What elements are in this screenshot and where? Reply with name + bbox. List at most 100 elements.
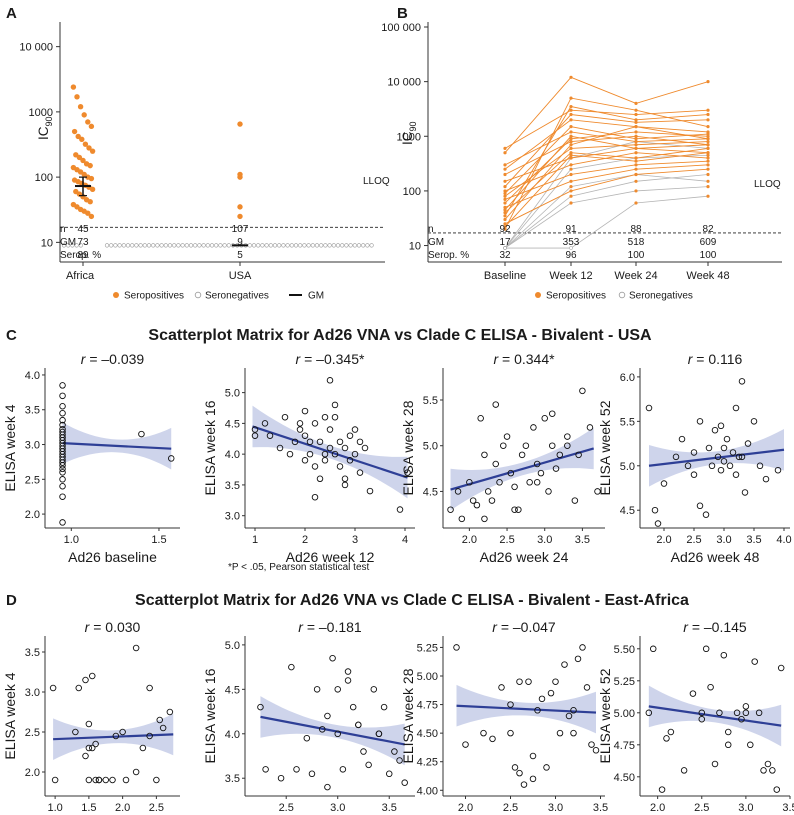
panel-b-ytick-label: 10 000 bbox=[387, 77, 421, 89]
panel-c-xlabel: Ad26 week 48 bbox=[671, 549, 760, 565]
panel-c-xtick-label: 3.5 bbox=[575, 534, 590, 546]
panel-b-table-n: 91 bbox=[565, 224, 577, 235]
panel-b-point bbox=[706, 139, 710, 144]
panel-b-point bbox=[706, 172, 710, 177]
panel-a-usa-neg-point bbox=[319, 243, 324, 248]
panel-a-usa-neg-point bbox=[176, 243, 181, 248]
panel-b-point bbox=[706, 156, 710, 160]
panel-c-point bbox=[351, 426, 359, 433]
panel-c-point bbox=[306, 450, 314, 458]
panel-d-point bbox=[649, 645, 657, 653]
panel-c-ytick-label: 2.5 bbox=[25, 474, 40, 486]
panel-b-point bbox=[569, 146, 573, 150]
panel-c-point bbox=[645, 404, 653, 412]
panel-d-point bbox=[552, 678, 559, 685]
panel-c-point bbox=[774, 466, 782, 474]
panel-d-xtick-label: 3.5 bbox=[782, 802, 794, 814]
panel-d-point bbox=[401, 779, 408, 786]
panel-b-xtick-label: Baseline bbox=[484, 270, 526, 282]
panel-a-legend-seropositives: Seropositives bbox=[124, 291, 184, 302]
panel-a-usa-neg-point bbox=[331, 243, 336, 248]
panel-d-point bbox=[565, 712, 573, 720]
panel-c-point bbox=[59, 465, 66, 473]
panel-b-point bbox=[503, 151, 507, 155]
panel-b-tag: B bbox=[397, 5, 408, 22]
panel-b-point bbox=[706, 108, 710, 112]
panel-c-plot-2: r = –0.345* 3.0 3.5 4.0 4.5 5.0 1 2 3 4 Ad26 week … bbox=[202, 351, 415, 565]
panel-d-point bbox=[538, 695, 546, 703]
panel-b-series-line bbox=[504, 131, 709, 166]
panel-c-ytick-label: 3.5 bbox=[225, 480, 240, 492]
panel-d-point bbox=[262, 766, 269, 773]
panel-a-usa-neg-point bbox=[222, 243, 227, 248]
panel-a-usa-point bbox=[237, 204, 243, 210]
panel-a-usa-n: 107 bbox=[232, 224, 249, 235]
panel-c-point bbox=[473, 501, 481, 509]
panel-b-table-gm: 17 bbox=[499, 237, 511, 248]
legend-seropositive-marker bbox=[113, 292, 119, 298]
panel-c-point bbox=[301, 407, 309, 415]
panel-c-point bbox=[59, 421, 66, 429]
panel-a-usa-point bbox=[237, 213, 243, 220]
panel-d-point bbox=[82, 752, 89, 760]
panel-d-ytick-label: 4.75 bbox=[417, 700, 438, 712]
panel-b-series-line bbox=[504, 97, 709, 230]
panel-d-point bbox=[293, 766, 300, 773]
panel-d-point bbox=[702, 645, 710, 653]
panel-b-point bbox=[569, 130, 573, 134]
panel-c-point bbox=[654, 520, 662, 527]
panel-c-point bbox=[678, 435, 686, 443]
panel-a-africa-n: 45 bbox=[77, 224, 89, 235]
panel-c-point bbox=[251, 426, 259, 433]
panel-d-point bbox=[132, 644, 140, 652]
panel-c-point bbox=[738, 453, 746, 461]
panel-a-usa-neg-point bbox=[146, 243, 152, 248]
panel-c-point bbox=[306, 438, 314, 446]
panel-c-ytick-label: 6.0 bbox=[620, 372, 635, 384]
panel-b-point bbox=[569, 184, 573, 189]
panel-d-point bbox=[738, 715, 745, 723]
panel-d-r-label: r = –0.047 bbox=[492, 619, 556, 635]
panel-c-plot-4: r = 0.116 4.5 5.0 5.5 6.0 2.0 2.5 3.0 3.5 4.0 Ad26… bbox=[597, 351, 792, 565]
panel-c-xtick-label: 3.5 bbox=[746, 534, 761, 546]
panel-a-usa-neg-point bbox=[306, 243, 311, 248]
panel-d-point bbox=[288, 663, 295, 671]
panel-d-point bbox=[349, 703, 357, 711]
panel-b-series-line bbox=[504, 119, 709, 170]
panel-c-point bbox=[447, 506, 454, 513]
panel-a-usa-neg-point bbox=[361, 243, 366, 248]
panel-c-ylabel: ELISA week 28 bbox=[400, 400, 416, 495]
panel-b-xtick-label: Week 48 bbox=[686, 270, 729, 282]
panel-d-plot-3: r = –0.047 4.00 4.25 4.50 4.75 5.00 5.25 2.0 2.5… bbox=[400, 619, 608, 814]
panel-a-africa-point bbox=[89, 148, 96, 154]
panel-d-point bbox=[49, 684, 57, 692]
panel-b: IC90 10 100 1000 10 000 100 000 Baseline Week … bbox=[381, 22, 782, 302]
panel-a-africa-point bbox=[88, 123, 95, 130]
panel-a-ytick-label: 10 000 bbox=[19, 42, 53, 54]
panel-c-point bbox=[336, 438, 344, 446]
panel-a-usa-neg-point bbox=[193, 243, 198, 248]
panel-d-point bbox=[95, 776, 103, 784]
panel-c-point bbox=[331, 401, 339, 409]
panel-b-point bbox=[569, 139, 573, 144]
panel-c-point bbox=[469, 497, 477, 504]
panel-c-point bbox=[281, 413, 289, 421]
panel-d-r-label: r = 0.030 bbox=[85, 619, 141, 635]
panel-b-point bbox=[569, 125, 573, 129]
panel-d-point bbox=[146, 732, 153, 740]
panel-c-xtick-label: 2.0 bbox=[462, 534, 477, 546]
panel-d-xtick-label: 1.5 bbox=[81, 802, 96, 814]
panel-a-usa-neg-point bbox=[356, 243, 362, 248]
panel-a-africa-point bbox=[80, 157, 86, 164]
panel-d-point bbox=[525, 678, 532, 685]
panel-d-xtick-label: 3.0 bbox=[738, 802, 753, 814]
panel-b-series-line bbox=[504, 141, 709, 197]
panel-a-usa-neg-point bbox=[104, 243, 110, 248]
panel-b-point bbox=[503, 214, 507, 218]
panel-b-point bbox=[634, 151, 638, 155]
panel-a-usa-neg-point bbox=[163, 243, 168, 248]
panel-a-usa-neg-point bbox=[369, 243, 374, 248]
panel-d-point bbox=[760, 767, 767, 774]
